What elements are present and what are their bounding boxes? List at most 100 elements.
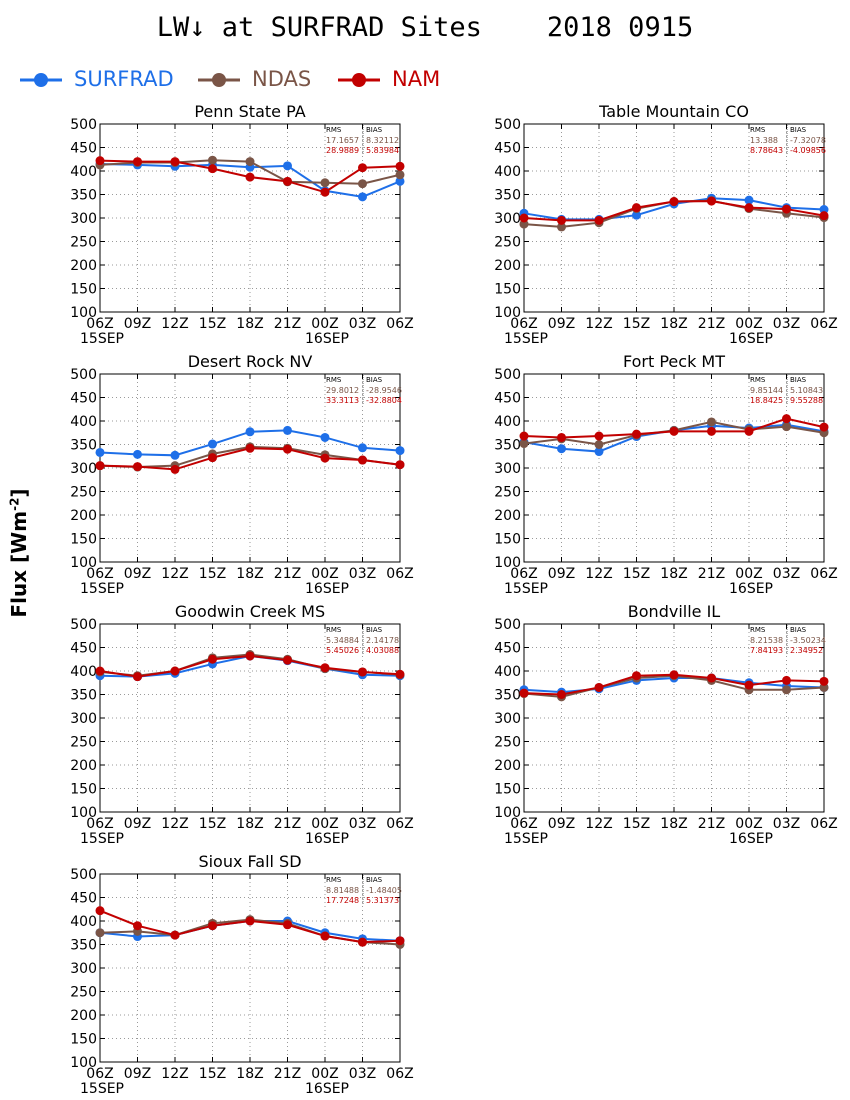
data-point-nam: [744, 426, 754, 436]
x-tick-label: 12Z: [161, 1066, 188, 1082]
y-tick-label: 300: [70, 961, 97, 977]
x-tick-label: 09Z: [548, 816, 575, 832]
x-date-label: 15SEP: [80, 1081, 124, 1097]
stats-header-rms: RMS: [326, 626, 342, 634]
y-tick-label: 250: [70, 735, 97, 751]
data-point-surfrad: [283, 161, 292, 171]
stats-bias-value: 2.34952: [790, 646, 823, 655]
y-tick-label: 150: [70, 782, 97, 798]
y-tick-label: 500: [70, 867, 97, 883]
data-point-nam: [245, 651, 255, 661]
x-tick-label: 06Z: [86, 816, 113, 832]
y-tick-label: 150: [70, 532, 97, 548]
y-tick-label: 100: [494, 805, 521, 821]
y-tick-label: 500: [494, 117, 521, 133]
y-tick-label: 100: [70, 805, 97, 821]
x-tick-label: 15Z: [199, 1066, 226, 1082]
data-point-nam: [632, 671, 641, 681]
y-tick-label: 350: [494, 438, 521, 454]
data-point-nam: [320, 187, 330, 197]
y-tick-label: 350: [70, 188, 97, 204]
stats-rms-value: 17.7248: [326, 896, 359, 905]
data-point-nam: [744, 203, 754, 213]
stats-header-rms: RMS: [750, 376, 766, 384]
data-point-ndas: [594, 440, 604, 449]
data-point-nam: [819, 422, 829, 432]
data-point-nam: [557, 690, 566, 699]
x-tick-label: 09Z: [548, 316, 575, 332]
data-point-surfrad: [208, 439, 217, 449]
data-point-nam: [245, 172, 255, 182]
data-point-nam: [782, 675, 791, 685]
stats-rms-value: 8.81488: [326, 886, 359, 895]
x-date-label: 15SEP: [80, 581, 124, 597]
data-point-nam: [632, 429, 641, 439]
y-tick-label: 400: [70, 914, 97, 930]
stats-header-rms: RMS: [750, 126, 766, 134]
data-point-ndas: [395, 170, 405, 180]
data-point-surfrad: [594, 447, 604, 457]
x-tick-label: 15Z: [623, 816, 650, 832]
x-tick-label: 21Z: [274, 816, 301, 832]
x-tick-label: 21Z: [698, 316, 725, 332]
stats-header-bias: BIAS: [366, 126, 383, 134]
y-tick-label: 300: [70, 211, 97, 227]
x-tick-label: 12Z: [585, 316, 612, 332]
x-tick-label: 00Z: [735, 816, 762, 832]
x-tick-label: 06Z: [86, 1066, 113, 1082]
x-tick-label: 15Z: [623, 316, 650, 332]
x-tick-label: 18Z: [660, 566, 687, 582]
data-point-nam: [744, 680, 754, 690]
x-tick-label: 12Z: [161, 316, 188, 332]
x-tick-label: 03Z: [349, 566, 376, 582]
chart-penn-state-pa: 100 150 200 250 300 350 400 450 500 06Z 09Z 12Z 15Z 1…: [70, 102, 413, 347]
x-date-label: 16SEP: [729, 581, 773, 597]
x-tick-label: 21Z: [698, 816, 725, 832]
x-tick-label: 21Z: [274, 566, 301, 582]
x-tick-label: 06Z: [386, 816, 413, 832]
data-point-nam: [557, 432, 566, 442]
legend-line-icon-nam: [338, 73, 380, 87]
stats-bias-value: 5.83984: [366, 146, 399, 155]
x-tick-label: 12Z: [161, 566, 188, 582]
x-tick-label: 06Z: [86, 566, 113, 582]
legend-line-icon-surfrad: [20, 73, 62, 87]
stats-header-rms: RMS: [326, 126, 342, 134]
x-tick-label: 06Z: [386, 566, 413, 582]
data-point-nam: [208, 453, 217, 463]
y-tick-label: 150: [494, 282, 521, 298]
stats-bias-value: -1.48405: [366, 886, 402, 895]
y-tick-label: 150: [494, 782, 521, 798]
stats-header-bias: BIAS: [790, 376, 807, 384]
x-date-label: 15SEP: [80, 331, 124, 347]
chart-title: Goodwin Creek MS: [175, 602, 325, 621]
chart-title: Table Mountain CO: [598, 102, 749, 121]
y-tick-label: 450: [70, 141, 97, 157]
chart-desert-rock-nv: 100 150 200 250 300 350 400 450 500 06Z 09Z 12Z 15Z 1…: [70, 352, 413, 597]
data-point-nam: [320, 663, 330, 673]
data-point-surfrad: [358, 192, 367, 202]
stats-bias-value: -7.32078: [790, 136, 826, 145]
data-point-ndas: [707, 417, 716, 427]
data-point-ndas: [245, 157, 255, 167]
chart-goodwin-creek-ms: 100 150 200 250 300 350 400 450 500 06Z 09Z 12Z 15Z 1…: [70, 602, 413, 847]
data-point-surfrad: [320, 432, 330, 442]
y-tick-label: 250: [494, 485, 521, 501]
x-tick-label: 06Z: [386, 1066, 413, 1082]
data-point-surfrad: [245, 427, 255, 437]
y-tick-label: 500: [70, 117, 97, 133]
stats-rms-value: 5.34884: [326, 636, 359, 645]
y-tick-label: 200: [70, 758, 97, 774]
x-date-label: 15SEP: [80, 831, 124, 847]
data-point-nam: [95, 156, 105, 166]
x-date-label: 15SEP: [504, 581, 548, 597]
data-point-nam: [170, 666, 180, 676]
stats-rms-value: 28.9889: [326, 146, 359, 155]
chart-title: Desert Rock NV: [188, 352, 313, 371]
data-point-surfrad: [358, 443, 367, 453]
y-tick-label: 450: [494, 391, 521, 407]
data-point-nam: [707, 426, 716, 436]
data-point-surfrad: [395, 176, 405, 186]
x-tick-label: 18Z: [660, 816, 687, 832]
y-tick-label: 250: [494, 735, 521, 751]
